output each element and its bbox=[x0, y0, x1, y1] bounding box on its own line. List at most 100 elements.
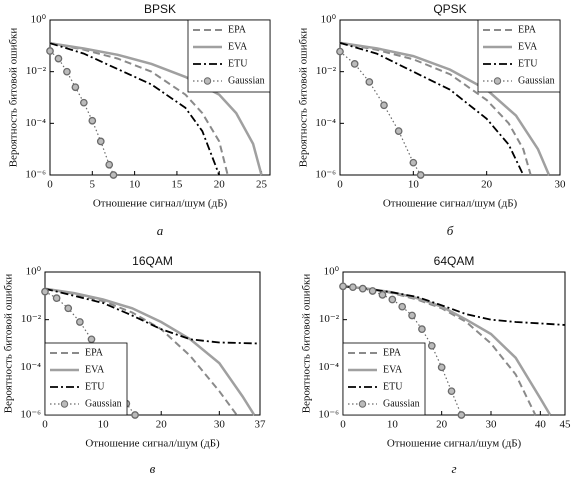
chart-title: BPSK bbox=[144, 2, 176, 16]
series-marker bbox=[64, 304, 73, 313]
series-marker bbox=[447, 387, 456, 396]
series-marker bbox=[409, 158, 418, 167]
x-tick-label: 5 bbox=[90, 179, 96, 191]
x-tick-label: 30 bbox=[486, 419, 498, 431]
series-line bbox=[44, 287, 256, 416]
x-tick-label: 30 bbox=[214, 419, 226, 431]
series-marker bbox=[88, 116, 97, 125]
legend-label: EVA bbox=[383, 364, 403, 375]
legend-label: Gaussian bbox=[383, 398, 420, 409]
y-tick-label: 10⁻² bbox=[21, 313, 42, 325]
legend-label: ETU bbox=[383, 381, 403, 392]
panel-caption: г bbox=[451, 461, 456, 476]
series-marker bbox=[54, 54, 63, 63]
legend-label: Gaussian bbox=[228, 75, 265, 86]
series-marker bbox=[394, 127, 403, 135]
y-tick-label: 10⁰ bbox=[324, 266, 340, 278]
legend-marker bbox=[203, 77, 212, 85]
series-line bbox=[339, 41, 532, 176]
legend-label: EVA bbox=[518, 41, 538, 52]
series-marker bbox=[349, 283, 357, 292]
series-marker bbox=[96, 137, 105, 146]
x-tick-label: 0 bbox=[47, 179, 53, 191]
series-marker bbox=[79, 98, 88, 107]
panel-caption: а bbox=[157, 223, 164, 238]
y-tick-label: 10⁻⁴ bbox=[25, 117, 46, 129]
y-tick-label: 10⁻⁴ bbox=[20, 361, 41, 373]
x-tick-label: 20 bbox=[156, 419, 168, 431]
legend-box bbox=[44, 342, 128, 416]
series-marker bbox=[41, 287, 49, 296]
legend-marker bbox=[60, 400, 69, 408]
series-marker bbox=[109, 171, 118, 179]
legend-label: ETU bbox=[518, 58, 538, 69]
y-axis-label: Вероятность битовой ошибки bbox=[298, 28, 310, 168]
chart-panel: 16QAM Отношение сигнал/шум (дБ) Вероятност… bbox=[3, 254, 266, 476]
series-line bbox=[44, 287, 261, 345]
x-tick-label: 20 bbox=[214, 179, 226, 191]
series-marker bbox=[87, 335, 96, 344]
legend-label: EPA bbox=[383, 347, 402, 358]
x-tick-label: 10 bbox=[408, 179, 420, 191]
series-marker bbox=[339, 282, 347, 291]
legend-label: EVA bbox=[228, 41, 248, 52]
y-tick-label: 10⁻² bbox=[26, 65, 47, 77]
legend-label: ETU bbox=[228, 58, 248, 69]
series-line bbox=[339, 42, 525, 176]
x-tick-label: 10 bbox=[387, 419, 399, 431]
series-marker bbox=[52, 294, 61, 302]
series-marker bbox=[350, 60, 359, 68]
series-marker bbox=[71, 83, 80, 92]
x-tick-label: 10 bbox=[98, 419, 110, 431]
legend-marker bbox=[358, 400, 367, 408]
legend-label: EPA bbox=[85, 347, 104, 358]
x-axis-label: Отношение сигнал/шум (дБ) bbox=[387, 438, 522, 450]
series-marker bbox=[63, 67, 71, 76]
x-tick-label: 0 bbox=[340, 419, 346, 431]
x-axis-label: Отношение сигнал/шум (дБ) bbox=[93, 198, 228, 210]
y-axis-label: Вероятность битовой ошибки bbox=[3, 274, 15, 414]
chart-panel: 64QAM Отношение сигнал/шум (дБ) Вероятност… bbox=[301, 254, 571, 476]
panel-caption: в bbox=[150, 461, 156, 476]
y-tick-label: 10⁻² bbox=[319, 313, 340, 325]
series-line bbox=[49, 42, 229, 176]
series-marker bbox=[358, 284, 367, 293]
legend-marker bbox=[493, 77, 502, 85]
y-tick-label: 10⁻⁶ bbox=[25, 169, 46, 181]
series-line bbox=[49, 41, 263, 176]
series-marker bbox=[388, 295, 397, 304]
x-tick-label: 15 bbox=[171, 179, 183, 191]
series-line bbox=[339, 51, 422, 176]
y-tick-label: 10⁻² bbox=[316, 65, 337, 77]
y-tick-label: 10⁻⁴ bbox=[318, 361, 339, 373]
series-marker bbox=[105, 160, 114, 169]
series-marker bbox=[408, 311, 416, 320]
series-marker bbox=[398, 302, 407, 311]
y-axis-label: Вероятность битовой ошибки bbox=[301, 274, 313, 414]
y-tick-label: 10⁰ bbox=[31, 14, 47, 26]
x-tick-label: 0 bbox=[337, 179, 343, 191]
series-marker bbox=[380, 101, 388, 110]
legend-label: ETU bbox=[85, 381, 105, 392]
y-tick-label: 10⁻⁴ bbox=[315, 117, 336, 129]
y-tick-label: 10⁰ bbox=[26, 266, 42, 278]
x-tick-label: 30 bbox=[555, 179, 567, 191]
series-marker bbox=[365, 78, 374, 86]
x-tick-label: 0 bbox=[42, 419, 48, 431]
series-marker bbox=[368, 287, 377, 295]
series-marker bbox=[336, 47, 344, 56]
series-marker bbox=[76, 318, 84, 326]
chart-panel: QPSK Отношение сигнал/шум (дБ) Вероятность… bbox=[298, 2, 566, 238]
legend-label: EPA bbox=[518, 24, 537, 35]
chart-title: 16QAM bbox=[132, 254, 173, 268]
series-marker bbox=[46, 47, 54, 55]
y-axis-label: Вероятность битовой ошибки bbox=[8, 28, 20, 168]
plot-frame bbox=[49, 19, 271, 176]
y-tick-label: 10⁻⁶ bbox=[20, 409, 41, 421]
series-marker bbox=[437, 363, 446, 372]
series-marker bbox=[427, 341, 436, 350]
series-line bbox=[49, 50, 115, 176]
chart-panel: BPSK Отношение сигнал/шум (дБ) Вероятность… bbox=[8, 2, 271, 238]
series-line bbox=[339, 41, 551, 176]
